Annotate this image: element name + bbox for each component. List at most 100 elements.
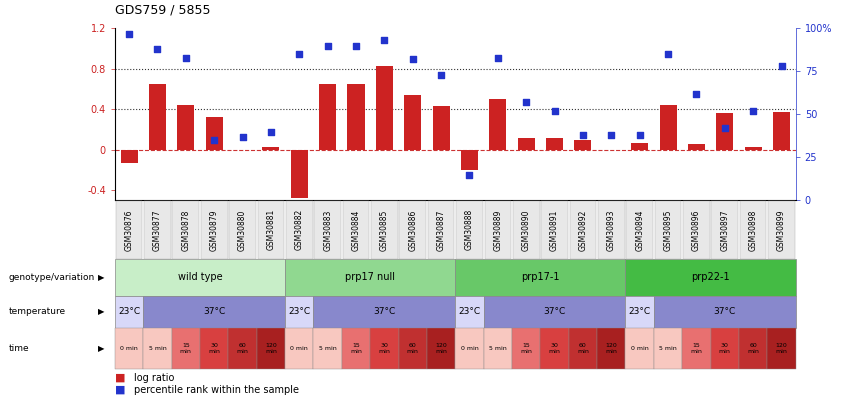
Bar: [461, 150, 478, 170]
Bar: [660, 105, 677, 150]
Text: genotype/variation: genotype/variation: [9, 273, 94, 282]
Text: 5 min: 5 min: [319, 346, 336, 351]
Text: 0 min: 0 min: [460, 346, 478, 351]
Text: 37°C: 37°C: [544, 307, 566, 316]
Text: 15
min: 15 min: [520, 343, 532, 354]
Bar: [121, 150, 138, 163]
Text: 60
min: 60 min: [407, 343, 419, 354]
Text: GSM30878: GSM30878: [181, 209, 191, 251]
Text: 5 min: 5 min: [149, 346, 166, 351]
Text: 30
min: 30 min: [719, 343, 731, 354]
Bar: [745, 147, 762, 150]
Text: GSM30881: GSM30881: [266, 209, 276, 250]
Text: 60
min: 60 min: [577, 343, 589, 354]
Point: [349, 43, 363, 49]
Point: [264, 128, 277, 135]
Bar: [177, 105, 194, 150]
Bar: [688, 144, 705, 150]
Text: temperature: temperature: [9, 307, 66, 316]
Text: GSM30880: GSM30880: [238, 209, 247, 251]
Text: 0 min: 0 min: [120, 346, 138, 351]
Text: ■: ■: [115, 385, 125, 395]
Point: [718, 125, 732, 131]
Bar: [376, 66, 393, 150]
Text: ▶: ▶: [98, 307, 105, 316]
Text: GSM30877: GSM30877: [153, 209, 162, 251]
Text: 5 min: 5 min: [660, 346, 677, 351]
Text: GSM30886: GSM30886: [408, 209, 417, 251]
Text: GSM30892: GSM30892: [579, 209, 587, 251]
Text: ■: ■: [115, 373, 125, 383]
Text: 15
min: 15 min: [350, 343, 362, 354]
Text: 5 min: 5 min: [489, 346, 506, 351]
Bar: [546, 138, 563, 150]
Text: GSM30888: GSM30888: [465, 209, 474, 250]
Point: [179, 54, 192, 61]
Text: GSM30879: GSM30879: [209, 209, 219, 251]
Text: 0 min: 0 min: [290, 346, 308, 351]
Text: GSM30889: GSM30889: [494, 209, 502, 251]
Point: [434, 72, 448, 78]
Point: [236, 134, 249, 140]
Point: [151, 46, 164, 52]
Text: percentile rank within the sample: percentile rank within the sample: [134, 385, 299, 395]
Bar: [631, 143, 648, 150]
Bar: [347, 84, 364, 150]
Text: prp22-1: prp22-1: [691, 273, 730, 282]
Point: [123, 30, 136, 37]
Point: [576, 132, 590, 139]
Point: [774, 63, 788, 70]
Point: [378, 37, 391, 44]
Text: GSM30896: GSM30896: [692, 209, 701, 251]
Bar: [149, 84, 166, 150]
Text: GSM30876: GSM30876: [124, 209, 134, 251]
Text: GSM30883: GSM30883: [323, 209, 332, 251]
Text: time: time: [9, 344, 29, 353]
Text: 30
min: 30 min: [549, 343, 561, 354]
Text: 37°C: 37°C: [203, 307, 226, 316]
Point: [293, 51, 306, 58]
Text: GSM30885: GSM30885: [380, 209, 389, 251]
Text: 120
min: 120 min: [435, 343, 447, 354]
Point: [633, 132, 647, 139]
Bar: [206, 117, 223, 150]
Bar: [574, 140, 591, 150]
Text: 15
min: 15 min: [180, 343, 191, 354]
Point: [548, 108, 562, 114]
Point: [519, 99, 533, 106]
Bar: [517, 138, 534, 150]
Text: 30
min: 30 min: [208, 343, 220, 354]
Text: 60
min: 60 min: [237, 343, 248, 354]
Point: [406, 56, 420, 62]
Text: ▶: ▶: [98, 344, 105, 353]
Text: 23°C: 23°C: [288, 307, 311, 316]
Text: 23°C: 23°C: [629, 307, 651, 316]
Text: GDS759 / 5855: GDS759 / 5855: [115, 3, 210, 16]
Bar: [319, 84, 336, 150]
Bar: [717, 113, 734, 150]
Point: [491, 54, 505, 61]
Text: GSM30887: GSM30887: [437, 209, 446, 251]
Point: [661, 51, 675, 58]
Bar: [773, 112, 790, 150]
Text: prp17-1: prp17-1: [521, 273, 560, 282]
Text: GSM30893: GSM30893: [607, 209, 616, 251]
Text: 37°C: 37°C: [714, 307, 736, 316]
Bar: [404, 95, 421, 150]
Text: 60
min: 60 min: [747, 343, 759, 354]
Text: 120
min: 120 min: [775, 343, 787, 354]
Text: 0 min: 0 min: [631, 346, 648, 351]
Point: [604, 132, 618, 139]
Text: wild type: wild type: [178, 273, 222, 282]
Text: GSM30890: GSM30890: [522, 209, 531, 251]
Text: GSM30882: GSM30882: [294, 209, 304, 250]
Point: [208, 137, 221, 143]
Text: prp17 null: prp17 null: [346, 273, 395, 282]
Text: 120
min: 120 min: [605, 343, 617, 354]
Text: GSM30895: GSM30895: [664, 209, 672, 251]
Text: 120
min: 120 min: [265, 343, 277, 354]
Text: ▶: ▶: [98, 273, 105, 282]
Text: GSM30899: GSM30899: [777, 209, 786, 251]
Point: [463, 171, 477, 178]
Text: 23°C: 23°C: [118, 307, 140, 316]
